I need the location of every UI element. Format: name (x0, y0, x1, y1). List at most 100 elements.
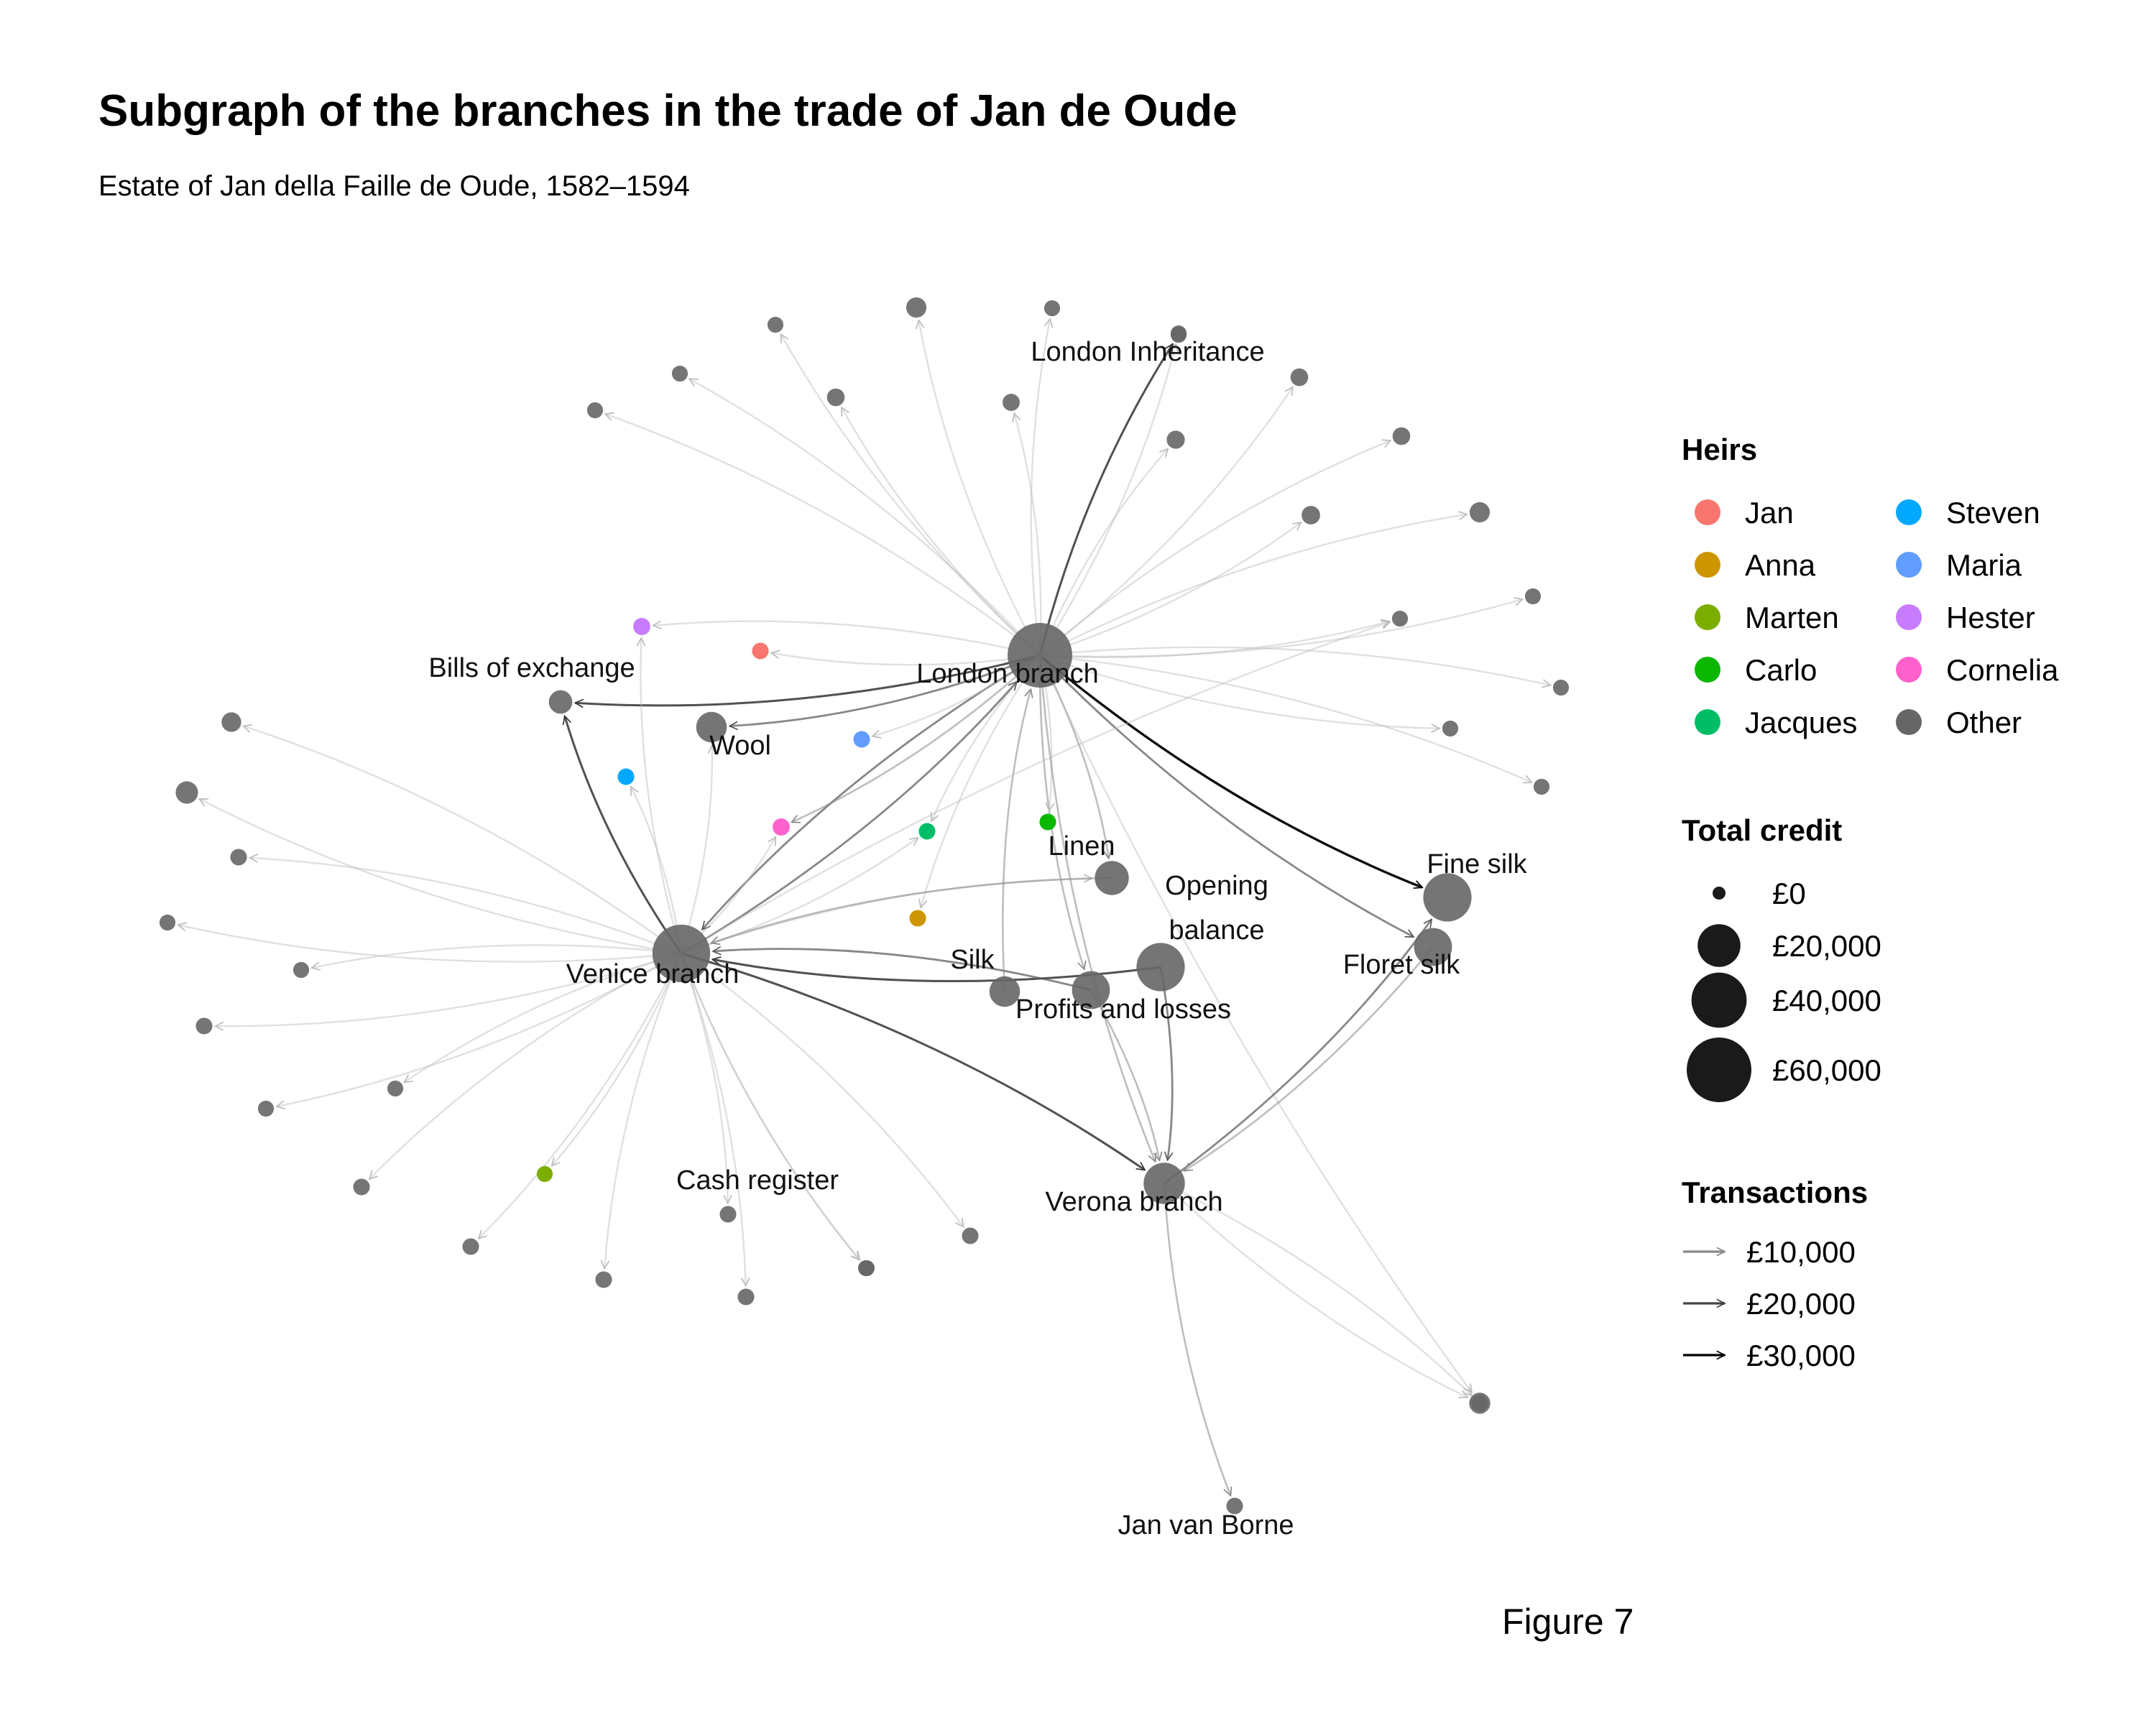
chart-subtitle: Estate of Jan della Faille de Oude, 1582… (98, 170, 690, 202)
network-edge (1038, 655, 1414, 938)
legend-heir-label: Marten (1745, 601, 1839, 634)
network-edge (575, 654, 1041, 706)
network-node (1290, 368, 1309, 387)
legend-transactions: Transactions £10,000 £20,000 £30,000 (1682, 1175, 1868, 1372)
legend-transactions-title: Transactions (1682, 1175, 1868, 1209)
network-edge (1039, 522, 1301, 657)
network-node (1003, 394, 1020, 411)
network-node (1442, 720, 1459, 737)
legend-heir-label: Jacques (1745, 706, 1857, 739)
network-node (989, 976, 1021, 1007)
network-node (853, 731, 870, 748)
network-edge (711, 877, 1112, 943)
network-edge (1039, 387, 1293, 656)
network-edge (1038, 344, 1176, 656)
network-node (230, 849, 247, 866)
network-edge (1038, 655, 1472, 1392)
network-node (1136, 943, 1185, 992)
network-edge (1164, 1182, 1472, 1395)
node-label: Profits and losses (1015, 994, 1231, 1025)
node-label: Fine silk (1427, 849, 1527, 879)
network-edge (680, 953, 746, 1285)
network-edge (1030, 319, 1050, 656)
network-node (221, 712, 241, 732)
network-node (767, 316, 784, 333)
network-node (536, 1165, 553, 1183)
network-edge (1039, 622, 1389, 658)
network-edge (1164, 920, 1433, 1185)
legend-heir-swatch (1896, 657, 1922, 683)
legend-heir-label: Hester (1946, 601, 2035, 634)
network-node (918, 823, 936, 840)
legend-heir-label: Other (1946, 706, 2022, 739)
legend-heir-label: Anna (1745, 548, 1816, 582)
network-edge (1039, 514, 1467, 657)
node-label: Floret silk (1343, 950, 1461, 980)
network-node (1039, 813, 1056, 831)
legend-heir-swatch (1896, 552, 1922, 578)
network-node (462, 1238, 479, 1255)
network-node (1423, 873, 1472, 922)
network-node (1095, 861, 1129, 895)
network-edge (565, 716, 683, 954)
network-edge (680, 953, 859, 1260)
network-node (962, 1227, 979, 1244)
network-edge (681, 838, 918, 955)
network-edge (680, 745, 712, 954)
network-edge (1014, 413, 1042, 656)
network-edge (681, 952, 1145, 1171)
chart-title: Subgraph of the branches in the trade of… (98, 86, 1238, 136)
legend-credit-swatch (1697, 924, 1741, 967)
label-layer: London branch Venice branch Verona branch L… (428, 337, 1527, 1540)
network-node (633, 618, 650, 635)
network-node (719, 1206, 737, 1223)
network-edge (680, 953, 860, 1260)
network-node (1533, 778, 1550, 795)
network-node (1469, 502, 1491, 523)
node-label: Linen (1049, 831, 1115, 861)
network-node (906, 297, 927, 318)
network-node (1166, 430, 1185, 449)
network-edge (840, 407, 1041, 656)
legend-credit-label: £40,000 (1772, 984, 1881, 1017)
network-node (195, 1017, 213, 1035)
node-label: London branch (916, 659, 1099, 689)
network-node (159, 914, 176, 931)
legend-heir-swatch (1695, 552, 1720, 578)
legend-transaction-label: £20,000 (1746, 1287, 1856, 1321)
legend-heir-swatch (1695, 657, 1720, 683)
network-edge (1002, 689, 1031, 992)
network-node (353, 1178, 370, 1196)
node-label: Wool (709, 731, 771, 761)
node-label: Silk (950, 945, 995, 975)
legend-heir-swatch (1695, 499, 1720, 525)
node-label: Jan van Borne (1118, 1510, 1294, 1540)
network-node (826, 388, 845, 407)
network-node (586, 402, 604, 419)
network-edge (780, 334, 1041, 656)
network-node (595, 1271, 612, 1288)
network-node (257, 1100, 275, 1117)
network-edge (729, 654, 1041, 726)
legend-credit-label: £20,000 (1772, 929, 1881, 963)
network-edge (921, 655, 1041, 907)
network-edge (312, 944, 682, 968)
network-edge (1089, 989, 1159, 1160)
network-edge (244, 726, 682, 954)
network-edge (605, 414, 1041, 656)
node-label: Verona branch (1045, 1187, 1222, 1217)
node-label: London Inheritance (1031, 337, 1264, 367)
legend-heir-swatch (1695, 604, 1720, 630)
network-edge (1163, 1183, 1230, 1496)
network-node (858, 1260, 875, 1277)
network-edge (640, 638, 683, 954)
network-edge (1039, 599, 1522, 657)
network-node (1143, 1163, 1185, 1204)
legend-heir-swatch (1896, 604, 1922, 630)
network-edge (653, 622, 1041, 657)
legend-credit-label: £60,000 (1772, 1053, 1881, 1087)
network-node (387, 1080, 404, 1097)
network-node (1391, 610, 1409, 627)
legend-heir-swatch (1896, 499, 1922, 525)
